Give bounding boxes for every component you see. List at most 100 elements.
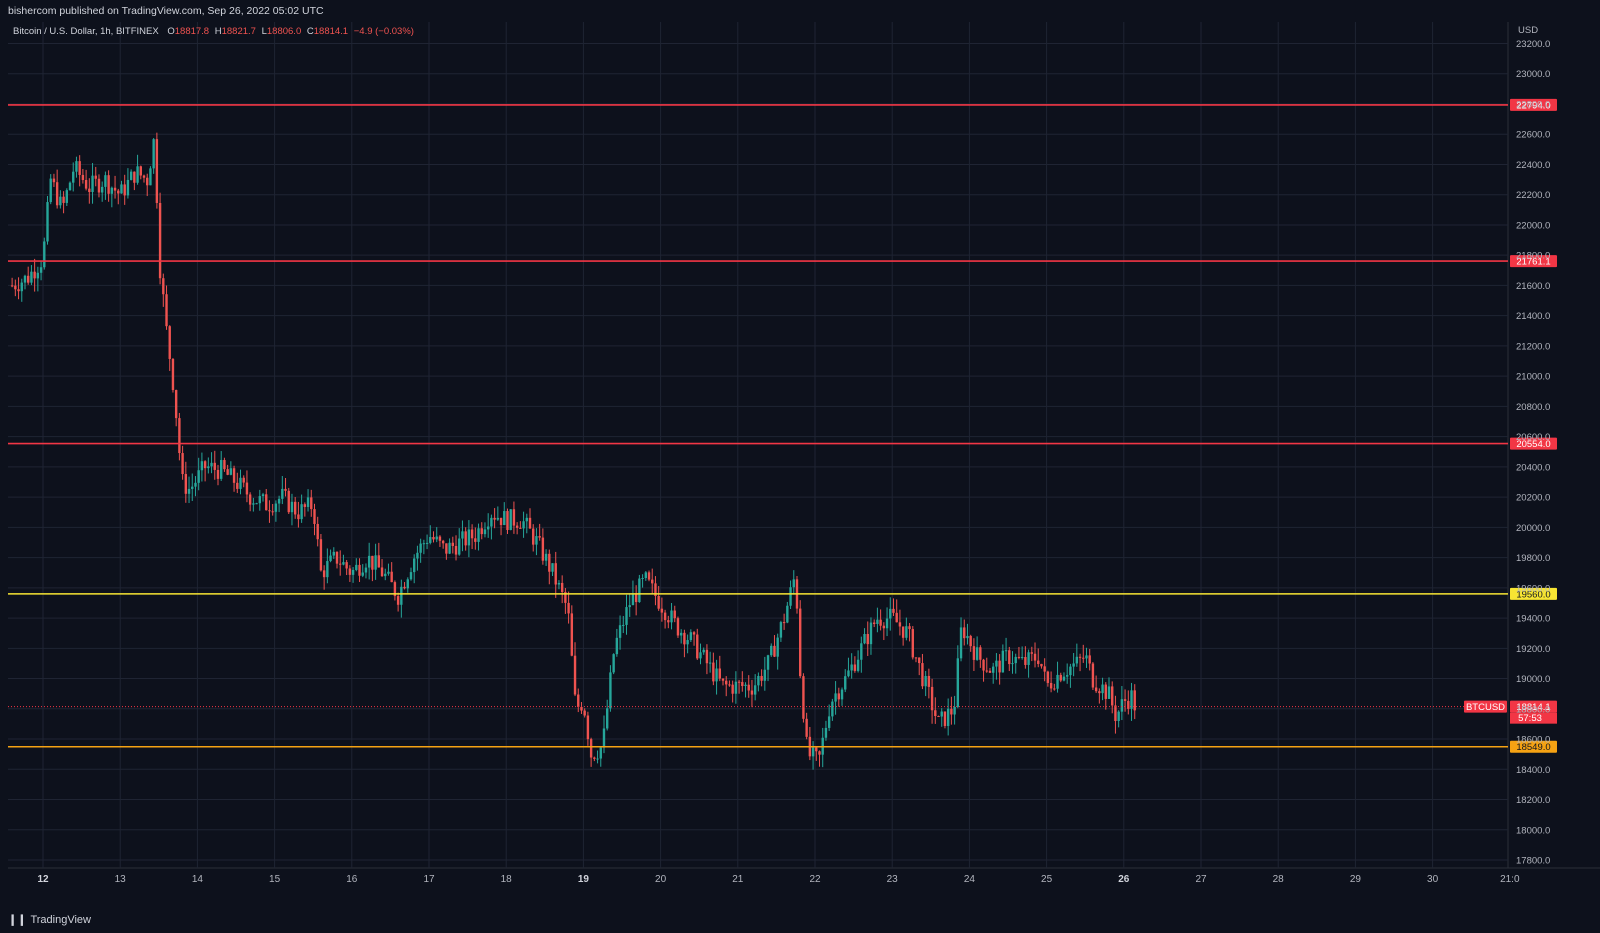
candle-body xyxy=(162,278,165,295)
candle-body xyxy=(245,482,249,495)
candle-body xyxy=(470,529,474,539)
candle-body xyxy=(371,555,374,570)
candle-body xyxy=(496,517,500,520)
candle-body xyxy=(1059,674,1062,681)
candle-body xyxy=(297,514,300,520)
candle-body xyxy=(117,190,120,194)
candle-body xyxy=(100,186,104,193)
candle-body xyxy=(525,517,528,522)
candle-body xyxy=(91,175,94,193)
candle-body xyxy=(985,670,988,672)
candle-body xyxy=(400,586,403,605)
candle-body xyxy=(216,469,220,479)
candle-body xyxy=(1030,652,1034,654)
price-axis[interactable]: 17800.0 18000.0 18200.0 18400.0 18600.0 18800… xyxy=(1516,25,1550,867)
candle-body xyxy=(911,629,914,658)
candle-body xyxy=(445,543,448,554)
candle-body xyxy=(220,460,223,479)
candle-body xyxy=(499,517,503,526)
candle-body xyxy=(583,710,586,716)
candle-body xyxy=(956,658,960,707)
candle-body xyxy=(187,488,191,494)
y-tick-label: 22800.0 xyxy=(1516,99,1550,110)
time-axis[interactable]: 12 13 14 15 16 17 18 19 20 21 22 23 24 25 26 27 28 29 30 21… xyxy=(37,874,1520,885)
candle-body xyxy=(207,466,210,469)
candle-body xyxy=(78,161,81,175)
candle-body xyxy=(146,177,149,186)
candle-body xyxy=(361,572,364,576)
candle-body xyxy=(721,678,725,681)
candle-body xyxy=(367,555,371,568)
candle-body xyxy=(88,188,91,193)
candle-body xyxy=(46,202,49,242)
candle-body xyxy=(435,536,438,540)
candle-body xyxy=(1117,711,1120,721)
candle-body xyxy=(339,563,342,565)
y-tick-label: 23200.0 xyxy=(1516,39,1550,50)
candle-body xyxy=(564,592,567,603)
candle-body xyxy=(914,657,918,659)
candle-body xyxy=(934,710,937,717)
candle-body xyxy=(1104,684,1107,699)
candle-body xyxy=(975,647,979,660)
y-tick-label: 19200.0 xyxy=(1516,644,1550,655)
candle-body xyxy=(757,675,760,686)
x-tick-label: 30 xyxy=(1427,874,1439,885)
x-tick-label: 29 xyxy=(1350,874,1362,885)
countdown-label: 57:53 xyxy=(1518,713,1542,724)
candle-body xyxy=(860,643,863,660)
candle-body xyxy=(882,625,886,629)
candle-body xyxy=(892,608,895,613)
open-value: 18817.8 xyxy=(174,26,210,37)
candle-body xyxy=(239,477,242,489)
y-tick-label: 19000.0 xyxy=(1516,674,1550,685)
y-tick-label: 18200.0 xyxy=(1516,795,1550,806)
y-tick-label: 22200.0 xyxy=(1516,190,1550,201)
candle-body xyxy=(223,460,226,470)
candle-body xyxy=(715,668,718,682)
candle-body xyxy=(380,567,384,577)
candle-body xyxy=(908,626,911,630)
tradingview-brand[interactable]: ❙❙ TradingView xyxy=(8,913,91,927)
candle-body xyxy=(824,727,828,738)
candle-body xyxy=(203,461,207,469)
candle-body xyxy=(10,285,14,287)
candle-body xyxy=(129,171,133,180)
candle-body xyxy=(123,184,126,196)
x-tick-label: 22 xyxy=(809,874,821,885)
candle-body xyxy=(876,619,879,624)
level-price-label: 19560.0 xyxy=(1516,589,1550,600)
y-tick-label: 22400.0 xyxy=(1516,160,1550,171)
candle-body xyxy=(1085,655,1088,659)
candle-body xyxy=(213,462,216,470)
x-tick-label: 16 xyxy=(346,874,358,885)
candle-body xyxy=(670,610,673,623)
candle-body xyxy=(242,477,245,483)
candle-body xyxy=(856,659,860,671)
horizontal-levels: 22794.0 21761.1 20554.0 19560.0 18549.0 18814… xyxy=(8,98,1557,753)
candle-body xyxy=(486,526,490,530)
candle-body xyxy=(464,531,467,546)
candle-body xyxy=(1043,666,1046,672)
candle-body xyxy=(126,179,130,196)
candle-body xyxy=(316,523,319,540)
candle-body xyxy=(284,488,287,491)
candle-body xyxy=(1082,657,1085,659)
low-label: L xyxy=(261,26,267,37)
candle-body xyxy=(519,527,522,529)
candle-body xyxy=(689,632,693,641)
x-tick-label: 21 xyxy=(732,874,744,885)
candle-body xyxy=(97,178,101,193)
candle-body xyxy=(538,536,541,538)
candle-body xyxy=(139,166,142,176)
candle-body xyxy=(963,627,966,639)
candle-body xyxy=(65,190,69,203)
candle-body xyxy=(293,501,297,515)
candle-body xyxy=(776,637,779,657)
candle-body xyxy=(258,496,262,504)
candle-body xyxy=(104,175,107,187)
candle-body xyxy=(59,196,62,206)
candle-body xyxy=(39,267,43,273)
candle-body xyxy=(120,184,123,194)
